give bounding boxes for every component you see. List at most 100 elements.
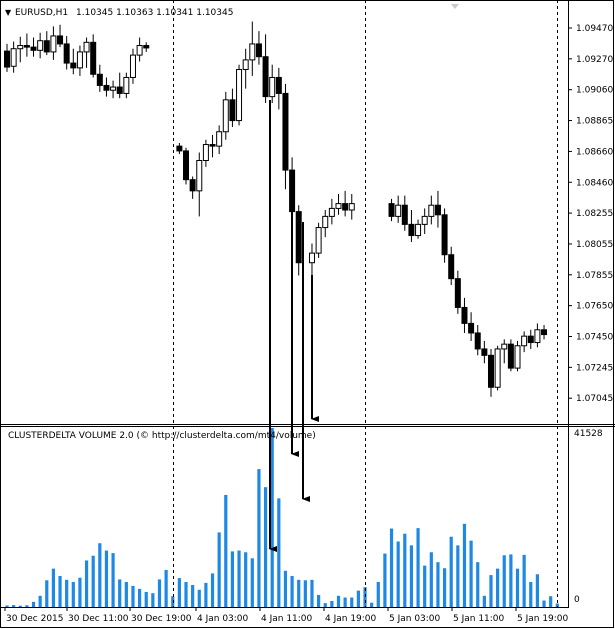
candle[interactable] (527, 329, 534, 349)
candle[interactable] (183, 147, 190, 185)
candle[interactable] (189, 176, 196, 199)
volume-bar[interactable] (131, 585, 135, 607)
volume-bar[interactable] (84, 560, 89, 607)
candle[interactable] (143, 42, 150, 52)
candle[interactable] (110, 80, 117, 99)
candle[interactable] (461, 297, 468, 333)
volume-bar[interactable] (549, 596, 553, 607)
volume-bar[interactable] (270, 428, 274, 607)
candle[interactable] (63, 35, 70, 70)
volume-bar[interactable] (230, 551, 235, 607)
volume-bar[interactable] (383, 553, 387, 607)
candle[interactable] (295, 205, 302, 276)
volume-bar[interactable] (250, 558, 254, 607)
volume-bar[interactable] (118, 579, 122, 607)
volume-bar[interactable] (51, 568, 56, 607)
volume-bar[interactable] (423, 565, 427, 607)
volume-bar[interactable] (184, 582, 188, 607)
volume-bar[interactable] (104, 550, 109, 607)
candle[interactable] (408, 210, 415, 242)
volume-bar[interactable] (91, 555, 95, 607)
candle[interactable] (136, 37, 143, 62)
volume-bar[interactable] (65, 579, 69, 607)
volume-bar[interactable] (442, 568, 447, 607)
volume-bar[interactable] (277, 498, 281, 607)
candle[interactable] (335, 194, 342, 215)
price-pane[interactable] (4, 21, 548, 397)
candle[interactable] (50, 26, 57, 60)
candle[interactable] (494, 345, 501, 391)
candle[interactable] (269, 64, 276, 104)
candle[interactable] (176, 142, 183, 155)
candle[interactable] (415, 219, 422, 239)
candle[interactable] (421, 208, 428, 234)
candle[interactable] (30, 37, 37, 57)
candle[interactable] (395, 195, 402, 223)
volume-bar[interactable] (263, 487, 268, 607)
volume-bar[interactable] (12, 605, 16, 607)
candle[interactable] (322, 210, 329, 238)
candle[interactable] (103, 77, 110, 97)
volume-bar[interactable] (476, 562, 480, 607)
volume-bar[interactable] (317, 594, 321, 607)
candle[interactable] (348, 194, 355, 220)
volume-bar[interactable] (78, 577, 82, 607)
candle[interactable] (83, 37, 90, 68)
candle[interactable] (342, 190, 349, 217)
candle[interactable] (216, 125, 223, 155)
volume-bar[interactable] (45, 580, 49, 607)
volume-bar[interactable] (496, 568, 500, 607)
volume-bar[interactable] (290, 575, 294, 607)
volume-bar[interactable] (330, 600, 334, 607)
volume-bar[interactable] (197, 589, 201, 607)
candle[interactable] (514, 340, 521, 372)
volume-bar[interactable] (489, 575, 493, 607)
volume-bar[interactable] (224, 494, 228, 607)
candle[interactable] (43, 31, 50, 56)
volume-bar[interactable] (310, 579, 314, 607)
candle[interactable] (501, 339, 508, 364)
candle[interactable] (249, 21, 256, 76)
candle[interactable] (37, 32, 44, 59)
candle[interactable] (262, 34, 269, 104)
volume-bar[interactable] (403, 533, 407, 607)
candle[interactable] (229, 88, 236, 127)
volume-bar[interactable] (217, 532, 221, 607)
candle[interactable] (242, 48, 249, 89)
volume-bar[interactable] (535, 574, 539, 607)
candle[interactable] (23, 33, 30, 57)
volume-bar[interactable] (356, 590, 360, 607)
candle[interactable] (222, 91, 229, 140)
candle[interactable] (57, 24, 64, 48)
volume-bar[interactable] (244, 552, 248, 607)
volume-bar[interactable] (138, 588, 142, 607)
candle[interactable] (487, 348, 494, 397)
candle[interactable] (328, 198, 335, 225)
candle[interactable] (388, 198, 395, 222)
volume-bar[interactable] (157, 579, 162, 607)
volume-bar[interactable] (283, 570, 288, 607)
candle[interactable] (116, 72, 123, 99)
candle[interactable] (70, 48, 77, 75)
volume-bar[interactable] (25, 605, 29, 607)
volume-bar[interactable] (542, 600, 546, 607)
candle[interactable] (428, 195, 435, 225)
volume-bar[interactable] (469, 540, 473, 607)
volume-bar[interactable] (509, 554, 513, 607)
candle[interactable] (441, 208, 448, 263)
candle[interactable] (434, 190, 441, 228)
volume-bar[interactable] (436, 562, 440, 607)
volume-bar[interactable] (529, 582, 533, 607)
volume-bar[interactable] (18, 605, 22, 607)
candle[interactable] (209, 134, 216, 158)
volume-bar[interactable] (38, 595, 42, 607)
volume-bar[interactable] (555, 603, 559, 607)
shift-marker-icon[interactable] (451, 4, 459, 9)
candle[interactable] (196, 152, 203, 217)
candle[interactable] (521, 331, 528, 353)
candle[interactable] (10, 41, 17, 73)
volume-bar[interactable] (482, 595, 486, 607)
volume-bar[interactable] (5, 605, 9, 607)
volume-bar[interactable] (323, 603, 327, 607)
volume-bar[interactable] (164, 569, 168, 607)
